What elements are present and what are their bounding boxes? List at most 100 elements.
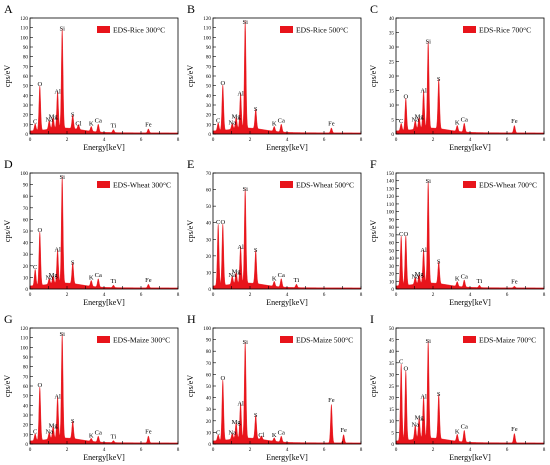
peak-label-c: C: [33, 428, 37, 435]
x-tick-label: 8: [543, 292, 546, 298]
legend-label: EDS-Rice 300°C: [113, 26, 165, 35]
x-tick-label: 6: [506, 137, 509, 143]
x-tick-label: 8: [543, 447, 546, 453]
legend-label: EDS-Maize 700°C: [479, 336, 536, 345]
y-tick-label: 110: [20, 26, 28, 32]
peak-label-c: C: [33, 118, 37, 125]
peak-label-ca: Ca: [278, 429, 285, 436]
legend-swatch: [97, 26, 110, 33]
peak-label-s: S: [71, 418, 75, 425]
panel-letter: C: [370, 2, 378, 16]
y-tick-label: 60: [23, 74, 29, 80]
peak-label-c: C: [33, 264, 37, 271]
x-tick-label: 6: [323, 137, 326, 143]
x-axis-label: Energy[keV]: [266, 143, 308, 152]
peak-label-o: O: [220, 80, 225, 87]
peak-label-k: K: [272, 120, 277, 127]
y-tick-label: 90: [206, 45, 212, 51]
peak-label-ca: Ca: [461, 424, 468, 431]
y-tick-label: 20: [23, 423, 29, 429]
y-tick-label: 90: [23, 355, 29, 361]
y-tick-label: 80: [206, 349, 212, 355]
peak-label-al: Al: [237, 400, 244, 407]
y-tick-label: 40: [206, 93, 212, 99]
y-tick-label: 70: [23, 374, 29, 380]
x-tick-label: 6: [140, 447, 143, 453]
y-tick-label: 20: [389, 396, 395, 402]
x-tick-label: 8: [177, 137, 180, 143]
x-tick-label: 8: [360, 447, 363, 453]
y-tick-label: 50: [23, 84, 29, 90]
y-tick-label: 80: [23, 365, 29, 371]
y-tick-label: 140: [386, 179, 394, 185]
y-tick-label: 0: [25, 287, 28, 293]
peak-label-si: Si: [59, 174, 65, 181]
y-tick-label: 120: [20, 326, 28, 332]
panel-letter: B: [187, 2, 195, 16]
y-tick-label: 90: [389, 217, 395, 223]
y-tick-label: 20: [389, 74, 395, 80]
peak-label-al: Al: [420, 88, 427, 95]
peak-label-c: C: [399, 231, 403, 238]
peak-label-o: O: [37, 81, 42, 88]
panel-letter: A: [4, 2, 13, 16]
peak-label-s: S: [71, 112, 75, 119]
y-tick-label: 0: [391, 287, 394, 293]
x-tick-label: 6: [140, 292, 143, 298]
y-tick-label: 100: [20, 35, 28, 41]
peak-label-na: Na: [228, 272, 236, 279]
peak-label-k: K: [455, 119, 460, 126]
y-tick-label: 60: [23, 384, 29, 390]
x-tick-label: 2: [432, 447, 435, 453]
peak-label-si: Si: [59, 26, 65, 33]
y-axis-label: cps/eV: [186, 220, 195, 242]
peak-label-cl: Cl: [75, 120, 81, 127]
y-tick-label: 10: [206, 122, 212, 128]
x-tick-label: 6: [506, 292, 509, 298]
y-tick-label: 70: [206, 361, 212, 367]
y-tick-label: 100: [203, 35, 211, 41]
y-tick-label: 10: [389, 279, 395, 285]
y-tick-label: 90: [206, 338, 212, 344]
x-tick-label: 2: [432, 137, 435, 143]
y-tick-label: 30: [206, 103, 212, 109]
y-tick-label: 120: [20, 16, 28, 22]
peak-label-ti: Ti: [111, 122, 117, 129]
x-tick-label: 0: [212, 292, 215, 298]
x-tick-label: 4: [103, 292, 106, 298]
panel-letter: H: [187, 312, 196, 326]
y-axis-label: cps/eV: [3, 375, 12, 397]
x-tick-label: 2: [249, 447, 252, 453]
peak-label-ca: Ca: [278, 272, 285, 279]
peak-label-na: Na: [411, 117, 419, 124]
peak-label-ca: Ca: [278, 118, 285, 125]
peak-label-na: Na: [228, 119, 236, 126]
y-tick-label: 70: [206, 171, 212, 177]
peak-label-si: Si: [242, 339, 248, 346]
x-axis-label: Energy[keV]: [266, 453, 308, 462]
y-axis-label: cps/eV: [186, 375, 195, 397]
y-tick-label: 50: [389, 248, 395, 254]
peak-label-o: O: [37, 382, 42, 389]
y-tick-label: 80: [389, 225, 395, 231]
peak-label-ca: Ca: [461, 273, 468, 280]
y-tick-label: 50: [206, 84, 212, 90]
y-tick-label: 30: [389, 372, 395, 378]
peak-label-ti: Ti: [294, 277, 300, 284]
legend-label: EDS-Wheat 700°C: [479, 181, 537, 190]
peak-label-fe: Fe: [145, 428, 152, 435]
y-tick-label: 70: [389, 233, 395, 239]
peak-label-na: Na: [45, 428, 53, 435]
y-tick-label: 80: [206, 55, 212, 61]
peak-label-o: O: [220, 375, 225, 382]
peak-label-ca: Ca: [95, 272, 102, 279]
legend-label: EDS-Rice 500°C: [296, 26, 348, 35]
legend-swatch: [463, 26, 476, 33]
peak-label-o: O: [403, 231, 408, 238]
peak-label-al: Al: [237, 244, 244, 251]
eds-panel-g: G 0 10 20 30 40 50 60 70 80 90 100 110 120 0 2 4 6 8 Energy…: [3, 312, 180, 462]
legend-swatch: [280, 181, 293, 188]
y-tick-label: 130: [386, 186, 394, 192]
y-tick-label: 20: [23, 264, 29, 270]
y-tick-label: 0: [391, 442, 394, 448]
